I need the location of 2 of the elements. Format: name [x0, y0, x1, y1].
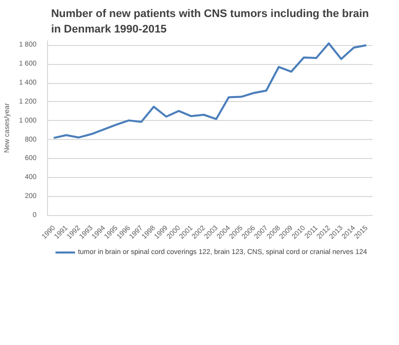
chart-title: Number of new patients with CNS tumors including the brain in Denmark 1990-2015	[51, 8, 370, 36]
line-series	[52, 42, 368, 139]
